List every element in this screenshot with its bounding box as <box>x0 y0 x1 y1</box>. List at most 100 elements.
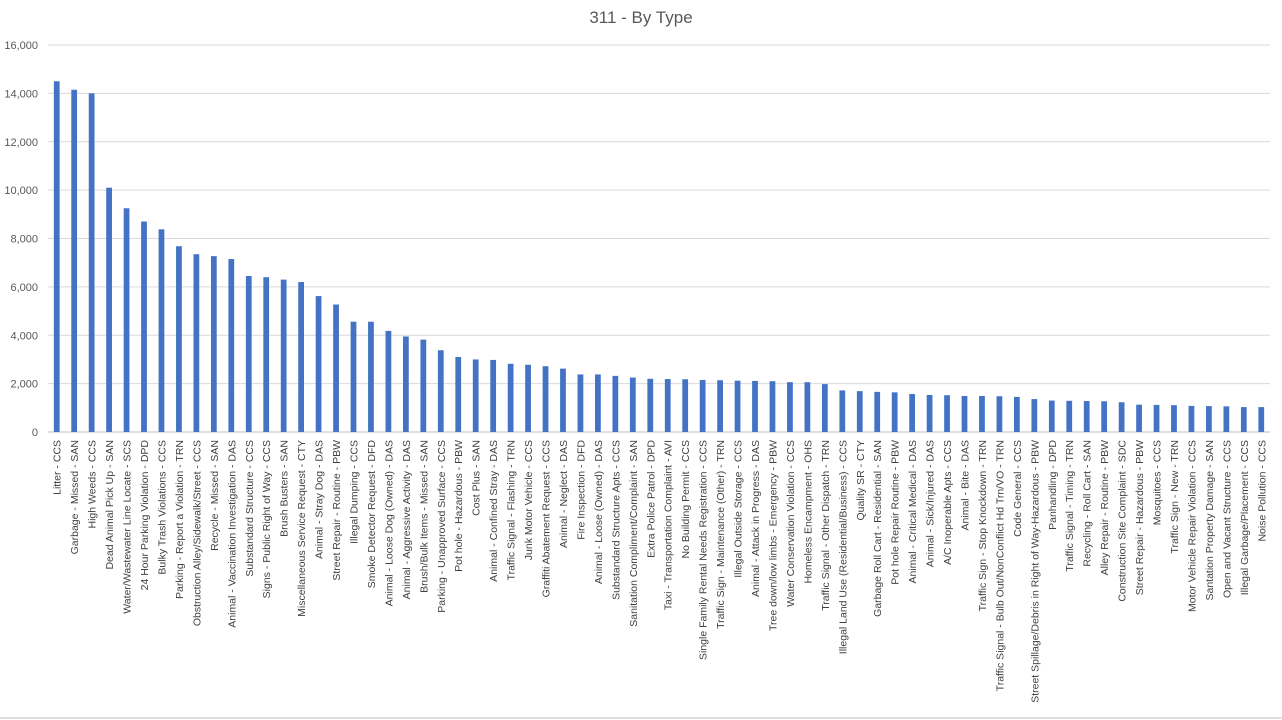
bar <box>193 254 200 432</box>
x-tick-label: Taxi - Transportation Complaint - AVI <box>663 440 675 610</box>
bar <box>682 379 689 432</box>
y-tick-label: 10,000 <box>4 185 38 197</box>
bar <box>787 382 793 432</box>
x-tick-label: Garbage - Missed - SAN <box>69 440 81 554</box>
x-tick-label: Animal - Loose (Owned) - DAS <box>593 440 605 584</box>
x-tick-label: Animal - Aggressive Activity - DAS <box>401 440 413 599</box>
x-tick-label: Parking - Unapproved Surface - CCS <box>436 440 448 613</box>
x-tick-label: Animal - Confined Stray - DAS <box>488 440 500 582</box>
x-tick-label: Open and Vacant Structure - CCS <box>1221 440 1233 598</box>
x-axis-tick-labels: Litter - CCS Garbage - Missed - SAN High W… <box>52 440 1269 703</box>
x-tick-label: High Weeds - CCS <box>87 440 99 529</box>
bar <box>263 277 270 432</box>
x-tick-label: Quality SR - CTY <box>855 440 867 521</box>
x-tick-label: Illegal Land Use (Residential/Business) … <box>837 440 849 654</box>
bar <box>542 366 549 432</box>
bar <box>647 378 654 432</box>
x-tick-label: Traffic Sign - Stop Knockdown - TRN <box>977 440 989 611</box>
x-tick-label: Motor Vehicle Repair Violation - CCS <box>1186 440 1198 612</box>
bar <box>280 279 287 432</box>
bar <box>717 380 723 432</box>
bar <box>507 363 514 432</box>
y-tick-label: 2,000 <box>10 379 38 391</box>
chart-title: 311 - By Type <box>589 8 693 27</box>
x-tick-label: Code General - CCS <box>1012 440 1024 537</box>
x-tick-label: Construction Site Complaint - SDC <box>1117 440 1129 602</box>
bar <box>996 396 1003 432</box>
bar <box>210 256 217 432</box>
x-tick-label: Sanitation Compliment/Complaint - SAN <box>628 440 640 627</box>
bar <box>891 392 898 432</box>
bar <box>123 208 130 432</box>
bar <box>1048 400 1055 432</box>
bar <box>979 395 985 432</box>
bar <box>577 374 584 432</box>
bar <box>769 381 776 432</box>
bar <box>455 357 462 432</box>
x-tick-label: Illegal Garbage/Placement - CCS <box>1239 440 1251 595</box>
y-axis-tick-labels: 0 2,000 4,000 6,000 8,000 10,000 12,000 14,000 1… <box>4 40 38 439</box>
x-tick-label: Illegal Outside Storage - CCS <box>733 440 745 578</box>
bar <box>944 395 950 432</box>
gridlines <box>48 44 1270 433</box>
bar <box>1188 405 1195 432</box>
bar <box>141 221 147 432</box>
bar <box>1066 400 1073 432</box>
bar <box>420 339 427 432</box>
bar <box>595 374 601 432</box>
x-tick-label: Street Repair - Routine - PBW <box>331 440 343 581</box>
x-tick-label: Litter - CCS <box>52 440 64 495</box>
bar <box>176 246 182 432</box>
bar <box>804 382 811 432</box>
bar <box>1223 406 1230 432</box>
y-tick-label: 14,000 <box>4 88 38 100</box>
x-tick-label: Fire Inspection - DFD <box>575 440 587 540</box>
x-tick-label: Parking - Report a Violation - TRN <box>174 440 186 599</box>
bar <box>856 391 863 432</box>
x-tick-label: Noise Pollution - CCS <box>1256 440 1268 542</box>
bar <box>1240 407 1247 432</box>
bar <box>1153 404 1160 432</box>
x-tick-label: Substandard Structure Apts - CCS <box>610 440 622 600</box>
bar <box>1171 405 1177 432</box>
x-tick-label: Extra Police Patrol - DPD <box>645 440 657 558</box>
bar <box>839 390 846 432</box>
x-tick-label: Homeless Encampment - OHS <box>802 440 814 584</box>
x-tick-label: Traffic Signal - Other Dispatch - TRN <box>820 440 832 611</box>
y-tick-label: 4,000 <box>10 330 38 342</box>
bar <box>490 359 497 432</box>
bar <box>350 321 357 432</box>
x-tick-label: Illegal Dumping - CCS <box>349 440 361 544</box>
x-tick-label: Animal - Sick/Injured - DAS <box>925 440 937 567</box>
x-tick-label: Water/Wastewater Line Locate - SCS <box>122 440 134 614</box>
x-tick-label: Traffic Sign - Maintenance (Other) - TRN <box>715 440 727 629</box>
x-tick-label: Brush/Bulk Items - Missed - SAN <box>418 440 430 593</box>
bar <box>926 394 933 432</box>
bar <box>664 379 671 432</box>
bar <box>612 375 619 432</box>
x-tick-label: Traffic Signal - Bulb Out/NonConflict Hd… <box>994 440 1006 691</box>
bar <box>472 359 479 432</box>
bar <box>1118 402 1125 432</box>
x-tick-label: Graffiti Abatement Request - CCS <box>541 440 553 597</box>
y-tick-label: 12,000 <box>4 137 38 149</box>
bar <box>525 364 531 432</box>
y-tick-label: 6,000 <box>10 282 38 294</box>
x-tick-label: Animal - Critical Medical - DAS <box>907 440 919 584</box>
x-tick-label: Traffic Signal - Flashing - TRN <box>506 440 518 580</box>
bar <box>1101 401 1108 432</box>
bar <box>1083 401 1090 432</box>
bar <box>368 321 374 432</box>
bar <box>874 391 881 432</box>
x-tick-label: Animal - Attack in Progress - DAS <box>750 440 762 597</box>
x-tick-label: Pot hole Repair Routine - PBW <box>890 440 902 585</box>
x-tick-label: Recycling - Roll Cart - SAN <box>1082 440 1094 567</box>
x-tick-label: Cost Plus - SAN <box>471 440 483 516</box>
bar <box>298 282 305 432</box>
x-tick-label: Tree down/low limbs - Emergency - PBW <box>767 440 779 631</box>
bar <box>821 384 828 432</box>
x-tick-label: Animal - Bite - DAS <box>960 440 972 530</box>
bar <box>315 296 322 432</box>
bar <box>245 275 252 432</box>
